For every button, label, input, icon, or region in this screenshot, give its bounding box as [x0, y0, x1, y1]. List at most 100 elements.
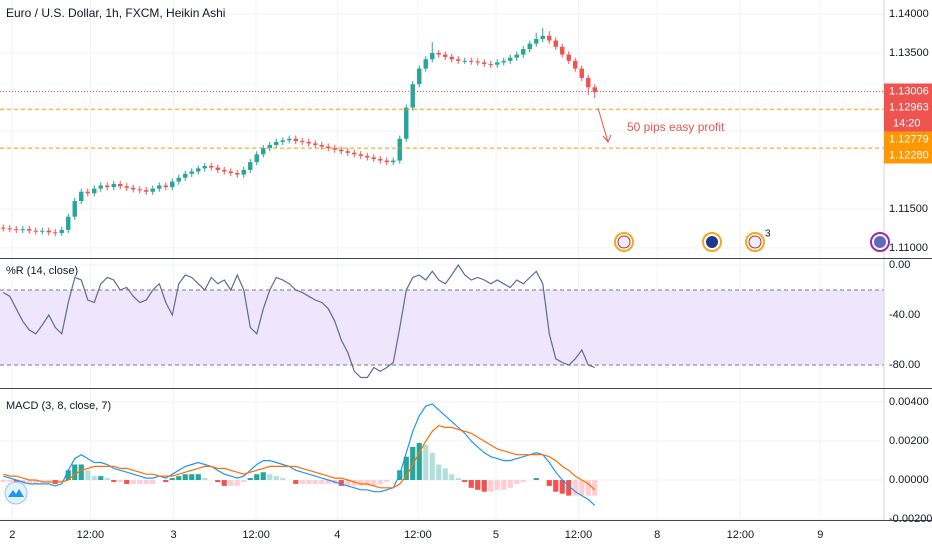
histogram-bar — [338, 480, 344, 486]
histogram-bar — [299, 480, 305, 484]
candle-body — [241, 169, 246, 175]
histogram-bar — [260, 472, 266, 481]
frame-layer: 3 Euro / U.S. Dollar, 1h, FXCM, Heikin A… — [0, 0, 932, 521]
indicator-title: MACD (3, 8, close, 7) — [6, 400, 111, 412]
histogram-bar — [26, 480, 32, 484]
histogram-bar — [449, 474, 455, 481]
candle-body — [449, 56, 454, 60]
y-tick-label: 1.13500 — [889, 47, 929, 59]
candle-body — [423, 59, 428, 69]
candle-body — [163, 185, 168, 188]
histogram-bar — [566, 480, 572, 496]
price-label: 1.12280 — [889, 149, 929, 161]
histogram-bar — [182, 474, 188, 481]
x-tick-label: 4 — [334, 529, 340, 541]
candle-body — [228, 171, 233, 174]
candle-body — [560, 46, 565, 55]
x-tick-label: 3 — [170, 529, 176, 541]
candle-body — [553, 40, 558, 47]
candle-body — [352, 152, 357, 155]
histogram-bar — [514, 480, 520, 484]
histogram-bar — [351, 480, 357, 486]
histogram-bar — [72, 464, 78, 481]
candle-body — [189, 171, 194, 174]
y-tick-label: 0.00000 — [889, 474, 929, 486]
candle-body — [579, 68, 584, 78]
x-tick-label: 2 — [9, 529, 15, 541]
y-tick-label: 0.00 — [889, 259, 910, 271]
y-tick-label: 1.11500 — [889, 203, 928, 215]
candle-body — [521, 49, 526, 55]
histogram-bar — [202, 478, 208, 481]
candle-body — [261, 148, 266, 155]
candle-body — [384, 160, 389, 163]
event-badge: 3 — [765, 229, 771, 240]
candle-body — [293, 138, 298, 142]
histogram-bar — [59, 480, 65, 482]
candle-body — [527, 43, 532, 50]
histogram-bar — [7, 480, 13, 482]
candle-body — [495, 62, 500, 65]
histogram-bar — [436, 464, 442, 481]
histogram-bar — [176, 476, 182, 481]
candle-body — [287, 138, 292, 141]
candle-body — [202, 166, 207, 169]
candle-body — [131, 187, 136, 190]
band-fill — [0, 290, 884, 365]
histogram-bar — [481, 480, 487, 492]
histogram-bar — [442, 468, 448, 481]
histogram-bar — [163, 480, 169, 482]
x-tick-label: 8 — [654, 529, 660, 541]
histogram-bar — [195, 474, 201, 481]
logo-circle — [4, 481, 28, 505]
logo — [4, 481, 28, 505]
candle-body — [378, 159, 383, 161]
indicator-title: %R (14, close) — [6, 265, 78, 277]
histogram-bar — [221, 480, 227, 486]
candle-body — [280, 140, 285, 142]
candle-body — [345, 151, 350, 153]
candle-body — [157, 185, 162, 189]
histogram-bar — [533, 478, 539, 481]
candle-body — [462, 60, 467, 62]
histogram-bar — [104, 478, 110, 481]
event-flag — [617, 235, 631, 249]
histogram-bar — [546, 480, 552, 486]
histogram-bar — [98, 476, 104, 481]
histogram-bar — [215, 480, 221, 482]
histogram-bar — [585, 480, 591, 496]
histogram-bar — [91, 476, 97, 481]
candle-body — [46, 230, 51, 233]
candle-body — [443, 54, 448, 57]
x-tick-label: 12:00 — [727, 529, 755, 541]
wr-line — [2, 263, 596, 379]
histogram-bar — [39, 480, 45, 482]
candle-body — [40, 230, 45, 232]
histogram-bar — [234, 480, 240, 486]
histogram-bar — [228, 480, 234, 486]
y-tick-label: 1.14000 — [889, 8, 929, 20]
candle-body — [79, 191, 84, 202]
histogram-bar — [384, 480, 390, 482]
candle-body — [540, 35, 545, 39]
candle-body — [482, 62, 487, 64]
event-flag — [874, 236, 886, 248]
candle-body — [326, 146, 331, 149]
candle-body — [573, 60, 578, 69]
candle-body — [144, 190, 149, 192]
y-tick-label: 0.00400 — [889, 396, 929, 408]
candle-body — [33, 230, 38, 232]
candle-body — [85, 191, 90, 194]
histogram-bar — [325, 480, 331, 484]
candle-body — [436, 53, 441, 55]
histogram-bar — [46, 480, 52, 482]
candle-body — [137, 189, 142, 191]
candle-body — [53, 232, 58, 234]
candle-body — [196, 168, 201, 172]
histogram-bar — [111, 480, 117, 482]
candle-body — [456, 59, 461, 61]
y-tick-label: 0.00200 — [889, 435, 929, 447]
histogram-bar — [312, 480, 318, 484]
candle-body — [183, 173, 188, 178]
